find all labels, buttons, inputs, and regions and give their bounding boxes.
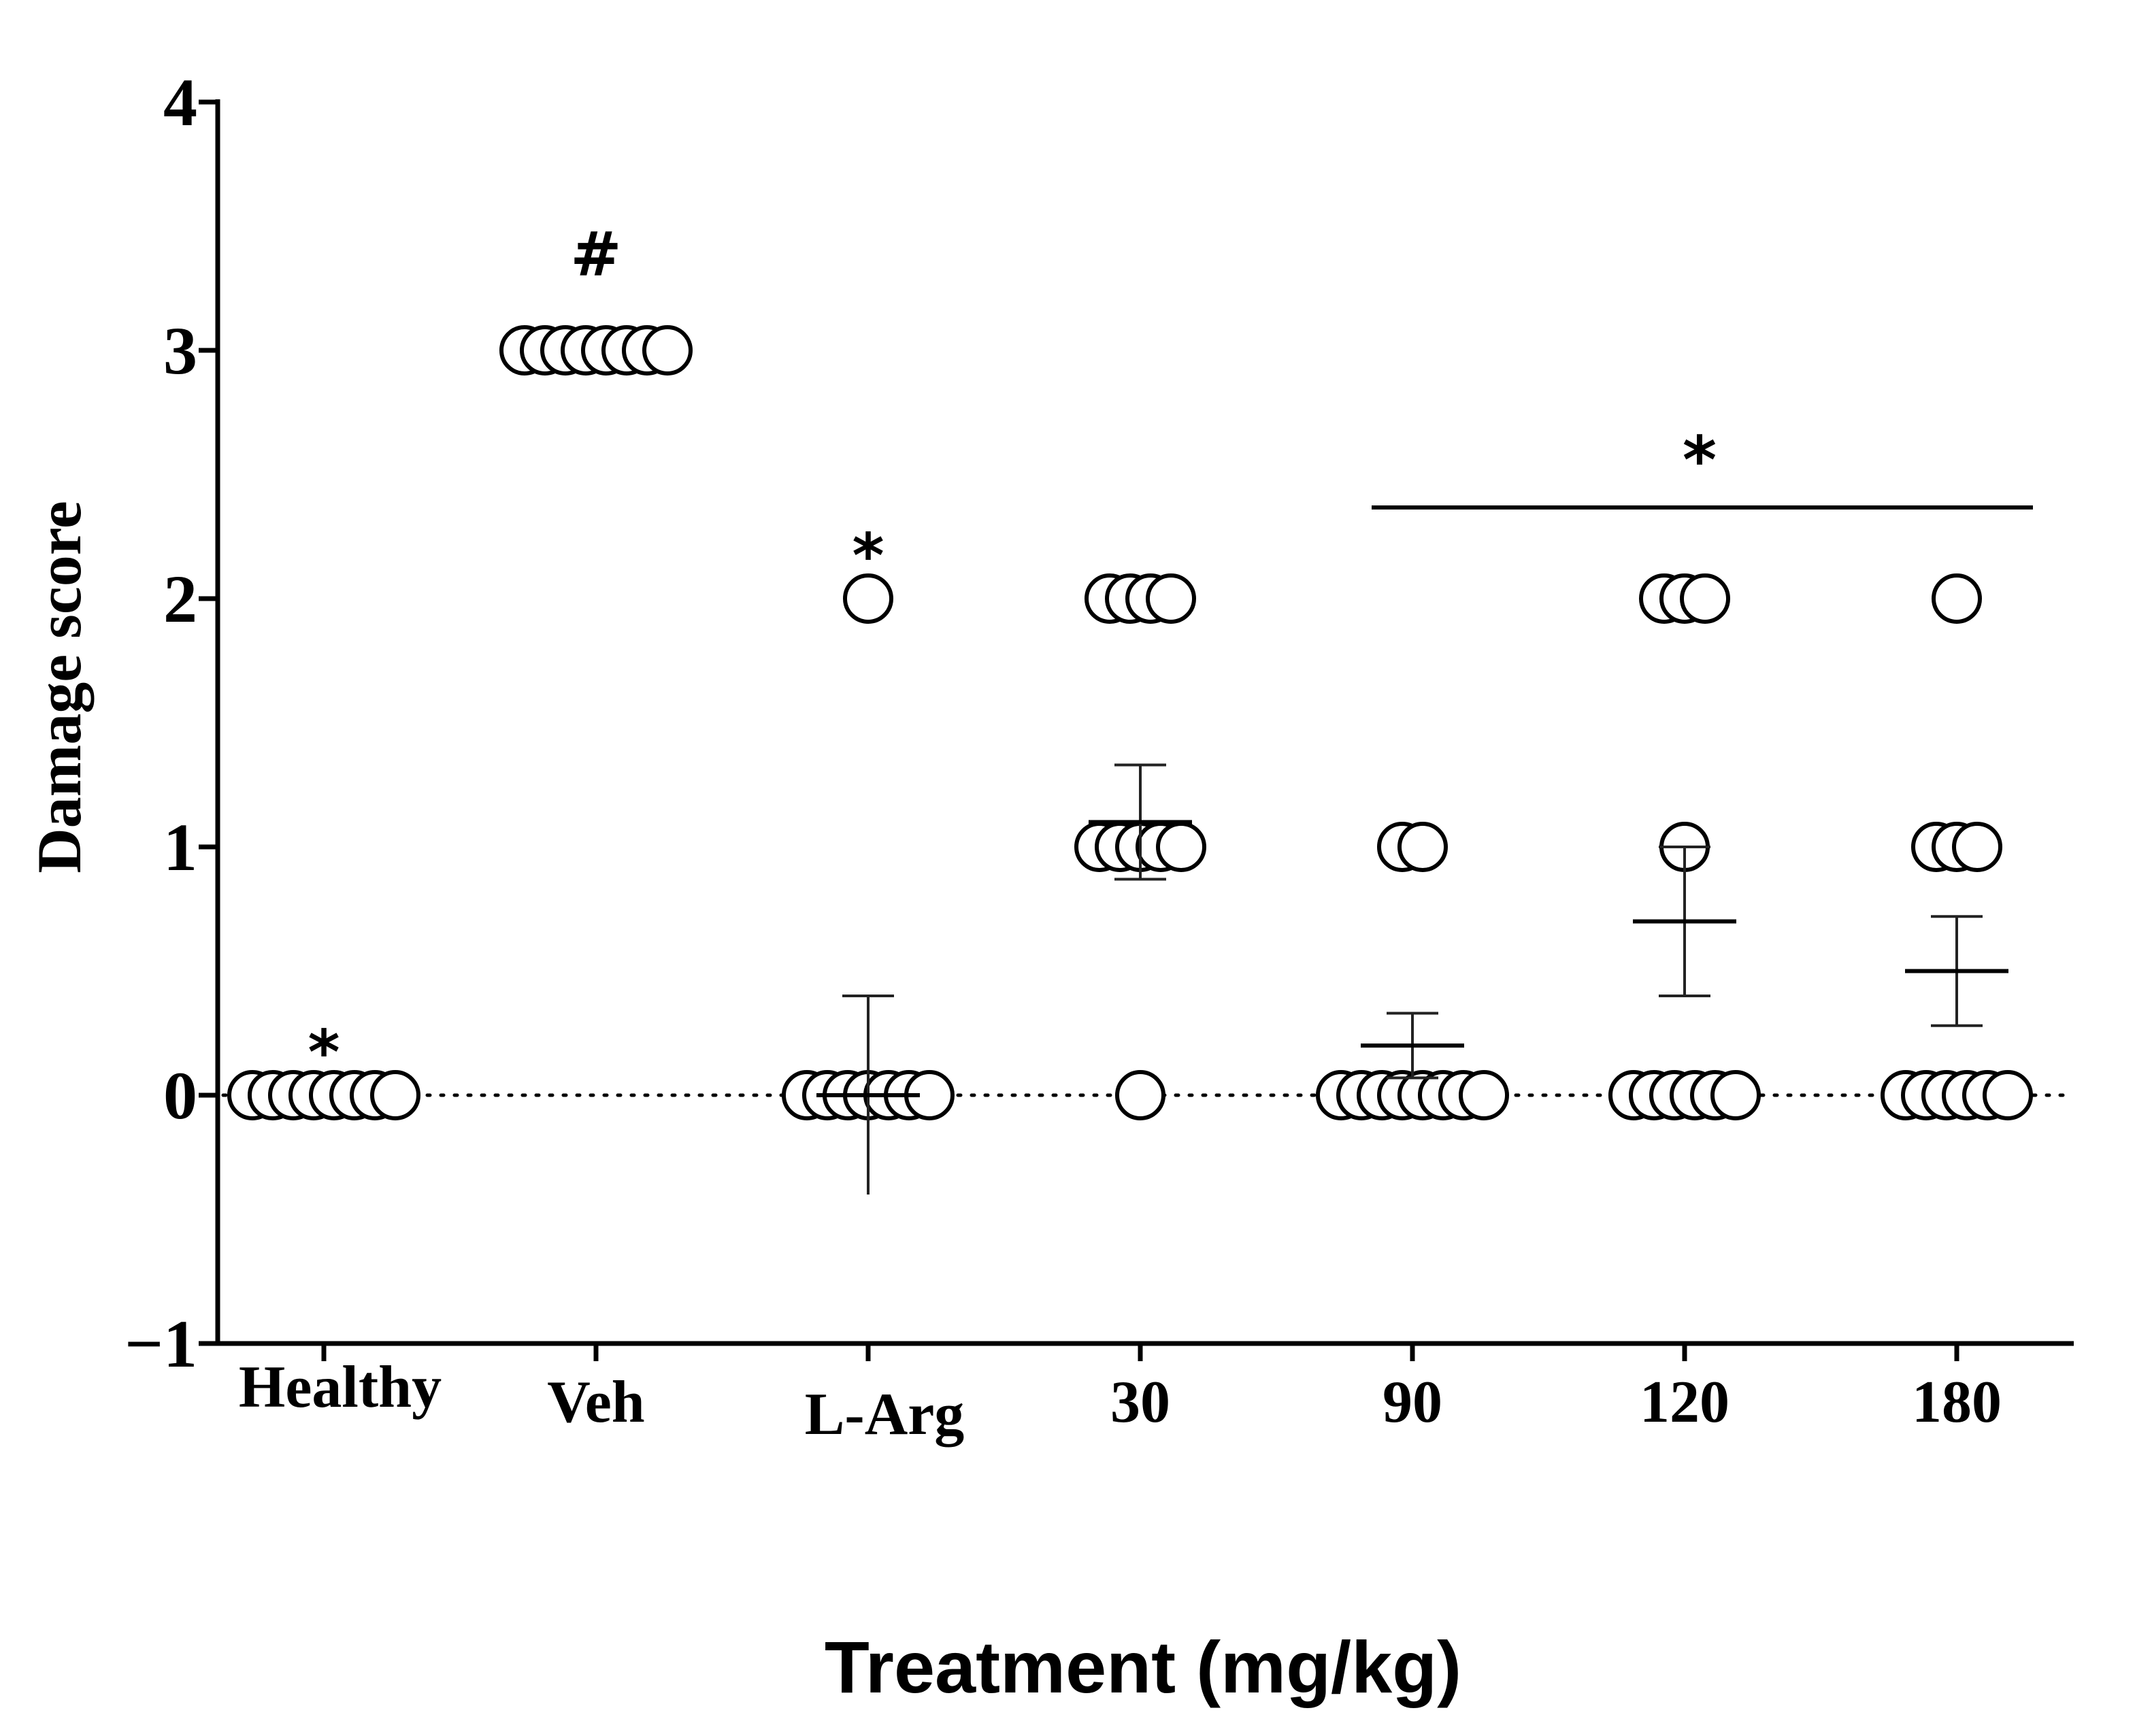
data-point bbox=[1952, 822, 2002, 872]
data-point bbox=[1710, 1070, 1761, 1120]
y-tick-label: 0 bbox=[163, 1058, 197, 1133]
data-marks bbox=[227, 325, 2033, 1195]
data-point bbox=[1397, 822, 1448, 872]
y-tick-label: −1 bbox=[125, 1306, 197, 1382]
data-point bbox=[1146, 573, 1196, 624]
data-point bbox=[1932, 573, 1982, 624]
significance-marker: # bbox=[570, 219, 621, 290]
x-tick-label: 180 bbox=[1912, 1369, 2002, 1435]
data-point bbox=[642, 325, 693, 375]
data-point bbox=[370, 1070, 420, 1120]
x-tick-label: 30 bbox=[1110, 1369, 1170, 1435]
data-point bbox=[1983, 1070, 2033, 1120]
group-significance-marker: * bbox=[1683, 422, 1717, 499]
x-tick-label: 90 bbox=[1383, 1369, 1442, 1435]
data-point bbox=[1156, 822, 1206, 872]
x-tick-label: Healthy bbox=[239, 1354, 442, 1420]
significance-marker: * bbox=[852, 520, 884, 592]
data-point bbox=[1115, 1070, 1165, 1120]
y-axis-title: Damage score bbox=[24, 501, 94, 873]
data-point bbox=[1459, 1070, 1509, 1120]
data-point bbox=[843, 573, 893, 624]
x-axis-title: Treatment (mg/kg) bbox=[825, 1626, 1461, 1708]
labels: Damage score Treatment (mg/kg) * # * * bbox=[24, 219, 1717, 1708]
axes: −1 0 1 2 3 4 Healthy Veh L-Arg 30 90 120 180 bbox=[125, 65, 2074, 1448]
x-tick-label: L-Arg bbox=[805, 1382, 965, 1448]
y-tick-label: 1 bbox=[163, 809, 197, 885]
y-tick-label: 2 bbox=[163, 561, 197, 637]
x-tick-label: 120 bbox=[1640, 1369, 1729, 1435]
significance-marker: * bbox=[308, 1017, 340, 1088]
y-tick-label: 3 bbox=[163, 313, 197, 388]
y-tick-label: 4 bbox=[163, 65, 197, 140]
data-point bbox=[1680, 573, 1730, 624]
x-tick-label: Veh bbox=[547, 1369, 644, 1435]
